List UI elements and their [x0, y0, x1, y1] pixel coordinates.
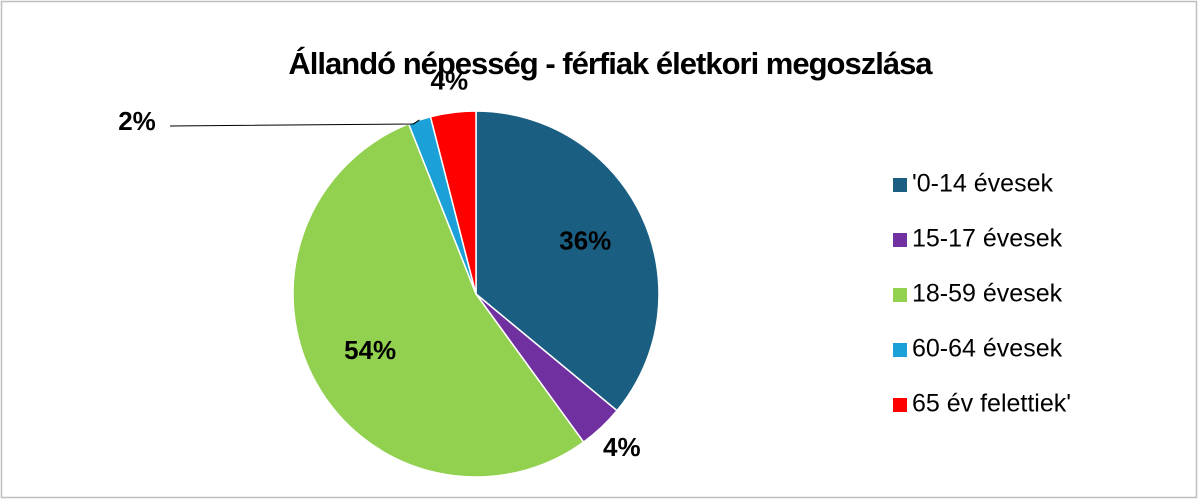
legend-swatch: [893, 398, 907, 412]
legend-swatch: [893, 343, 907, 357]
pie-slice: [475, 110, 660, 412]
data-label: 2%: [118, 106, 156, 136]
legend-label: 65 év felettiek': [912, 390, 1071, 418]
legend-label: '0-14 évesek: [912, 170, 1053, 198]
chart-title: Állandó népesség - férfiak életkori mego…: [288, 46, 933, 81]
data-label: 4%: [603, 432, 641, 462]
data-label: 4%: [431, 66, 469, 96]
legend-label: 15-17 évesek: [912, 225, 1063, 253]
pie-slice: [429, 110, 477, 295]
leader-line: [169, 119, 420, 127]
legend-label: 60-64 évesek: [912, 335, 1063, 363]
pie-slice: [292, 122, 585, 478]
legend-swatch: [893, 233, 907, 247]
data-label: 54%: [344, 335, 396, 365]
legend-swatch: [893, 288, 907, 302]
data-label: 36%: [559, 225, 611, 255]
legend-swatch: [893, 178, 907, 192]
legend-label: 18-59 évesek: [912, 280, 1063, 308]
